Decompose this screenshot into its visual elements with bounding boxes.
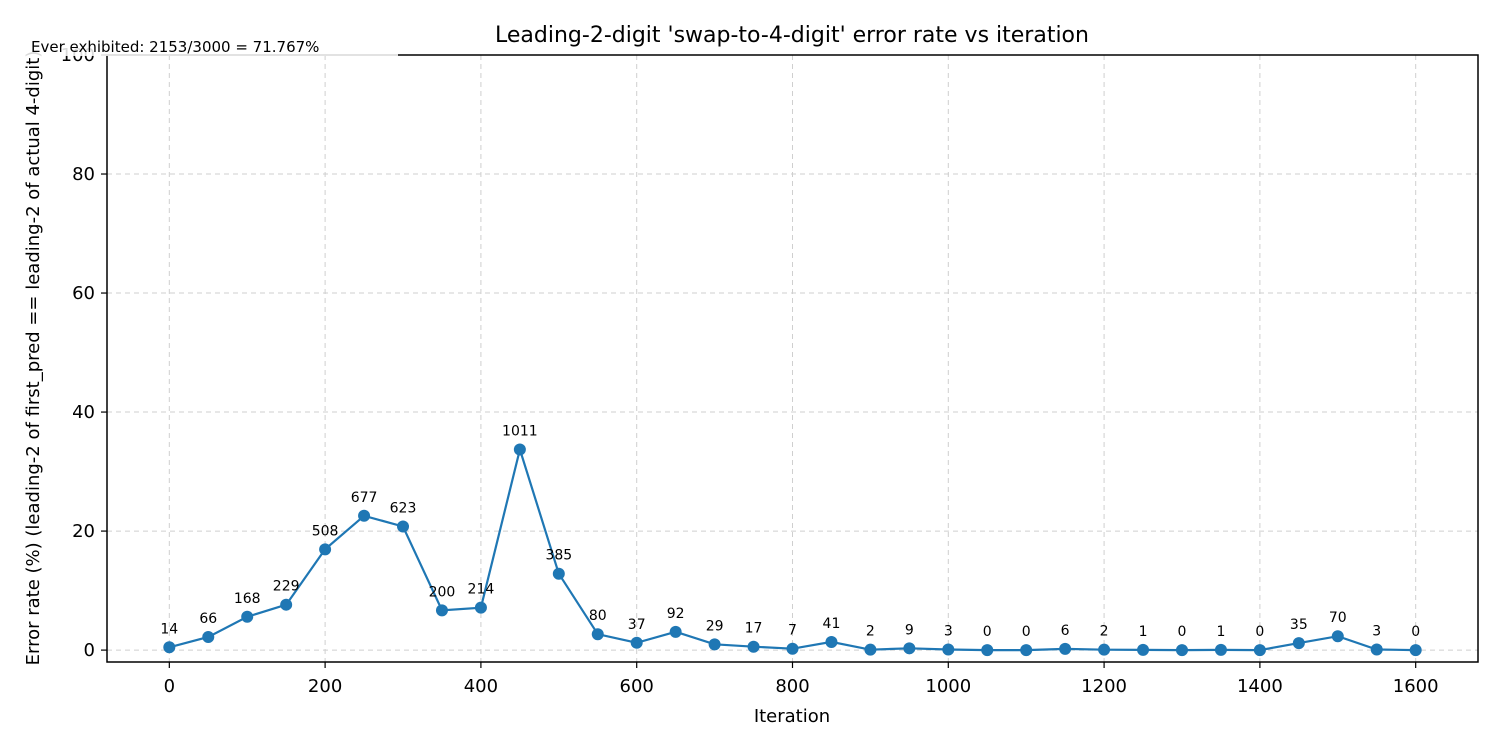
y-tick-label: 80	[72, 164, 95, 185]
data-label: 0	[1022, 624, 1031, 640]
x-axis: 0 200 400 600 800 1000 1200 1400 1600	[164, 662, 1439, 697]
data-label: 14	[160, 621, 178, 637]
data-point	[1409, 644, 1422, 657]
data-label: 0	[1411, 624, 1420, 640]
data-label: 229	[273, 579, 300, 595]
x-tick-label: 1000	[925, 676, 971, 697]
annotation-box	[24, 34, 398, 56]
data-point	[358, 509, 371, 522]
data-label: 168	[234, 591, 261, 607]
x-axis-label: Iteration	[754, 706, 830, 727]
x-tick-label: 800	[775, 676, 809, 697]
data-point	[163, 641, 176, 654]
data-point	[747, 640, 760, 653]
data-label: 0	[983, 624, 992, 640]
data-point	[513, 443, 526, 456]
y-tick-label: 20	[72, 521, 95, 542]
data-label: 623	[390, 500, 417, 516]
data-point	[591, 628, 604, 641]
data-label: 92	[667, 606, 685, 622]
data-point	[1020, 644, 1033, 657]
data-label: 41	[823, 616, 841, 632]
data-label: 2	[866, 624, 875, 640]
data-point	[786, 642, 799, 655]
data-label: 3	[1372, 624, 1381, 640]
y-axis: 020406080100	[61, 45, 107, 661]
annotation-text: Ever exhibited: 2153/3000 = 71.767%	[31, 38, 319, 56]
x-tick-label: 0	[164, 676, 175, 697]
data-label: 35	[1290, 617, 1308, 633]
data-label: 385	[545, 548, 572, 564]
data-label: 29	[706, 618, 724, 634]
x-tick-label: 200	[308, 676, 342, 697]
data-label: 6	[1061, 623, 1070, 639]
y-axis-label: Error rate (%) (leading-2 of first_pred …	[23, 51, 44, 666]
data-point	[435, 604, 448, 617]
data-label: 1	[1216, 624, 1225, 640]
data-label: 9	[905, 622, 914, 638]
data-point	[397, 520, 410, 533]
data-point	[669, 625, 682, 638]
grid	[107, 54, 1478, 662]
data-label: 17	[745, 621, 763, 637]
x-tick-label: 400	[464, 676, 498, 697]
data-label: 66	[199, 611, 217, 627]
data-label: 508	[312, 523, 339, 539]
data-label: 0	[1178, 624, 1187, 640]
data-point	[280, 598, 293, 611]
data-label: 677	[351, 490, 378, 506]
data-point	[1137, 643, 1150, 656]
y-tick-label: 0	[84, 640, 95, 661]
data-label: 214	[468, 582, 495, 598]
data-point	[708, 638, 721, 651]
data-point	[1175, 644, 1188, 657]
data-point	[903, 642, 916, 655]
data-point	[825, 635, 838, 648]
chart-title: Leading-2-digit 'swap-to-4-digit' error …	[495, 23, 1089, 48]
data-label: 3	[944, 624, 953, 640]
data-point	[1059, 642, 1072, 655]
data-point	[1214, 643, 1227, 656]
data-label: 37	[628, 617, 646, 633]
data-point	[1370, 643, 1383, 656]
data-label: 0	[1255, 624, 1264, 640]
x-tick-label: 600	[620, 676, 654, 697]
x-tick-label: 1200	[1081, 676, 1127, 697]
data-point	[1098, 643, 1111, 656]
data-label: 80	[589, 608, 607, 624]
y-tick-label: 40	[72, 402, 95, 423]
data-label: 1	[1139, 624, 1148, 640]
data-point	[1253, 644, 1266, 657]
data-point	[942, 643, 955, 656]
x-tick-label: 1400	[1237, 676, 1283, 697]
data-label: 70	[1329, 610, 1347, 626]
data-point	[981, 644, 994, 657]
data-point	[552, 567, 565, 580]
y-tick-label: 60	[72, 283, 95, 304]
data-label: 200	[429, 584, 456, 600]
data-point	[1331, 630, 1344, 643]
data-point	[319, 543, 332, 556]
data-point	[630, 636, 643, 649]
data-point	[202, 631, 215, 644]
data-label: 1011	[502, 424, 538, 440]
data-point	[1292, 637, 1305, 650]
data-point	[474, 601, 487, 614]
x-tick-label: 1600	[1393, 676, 1439, 697]
data-point	[864, 643, 877, 656]
data-point	[241, 610, 254, 623]
data-label: 7	[788, 623, 797, 639]
data-label: 2	[1100, 624, 1109, 640]
